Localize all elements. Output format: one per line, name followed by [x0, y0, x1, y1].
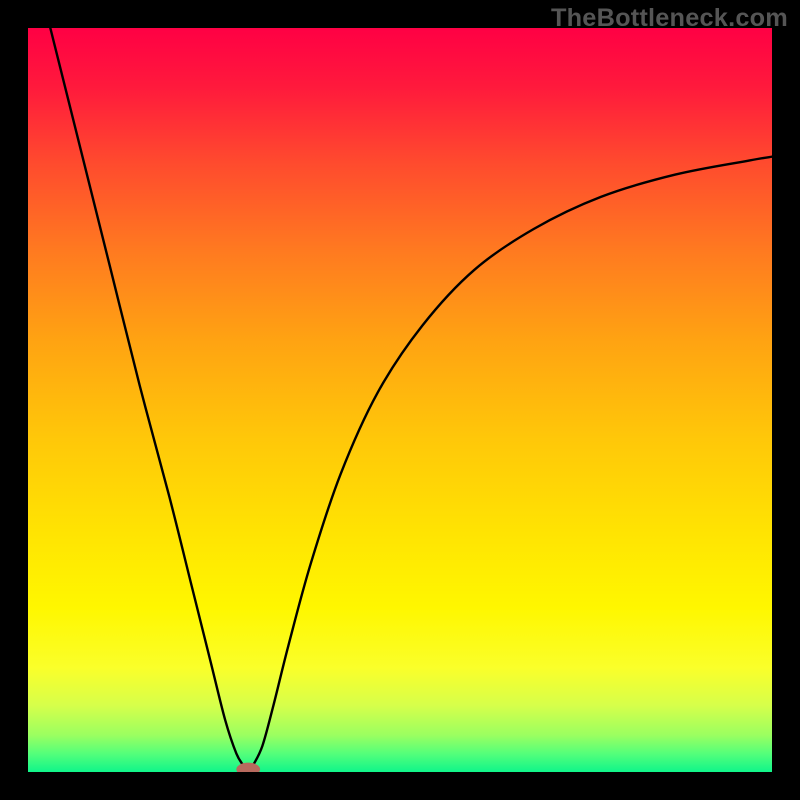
chart-frame: TheBottleneck.com: [0, 0, 800, 800]
bottleneck-chart: [0, 0, 800, 800]
chart-background: [28, 28, 772, 772]
watermark-text: TheBottleneck.com: [551, 4, 788, 33]
